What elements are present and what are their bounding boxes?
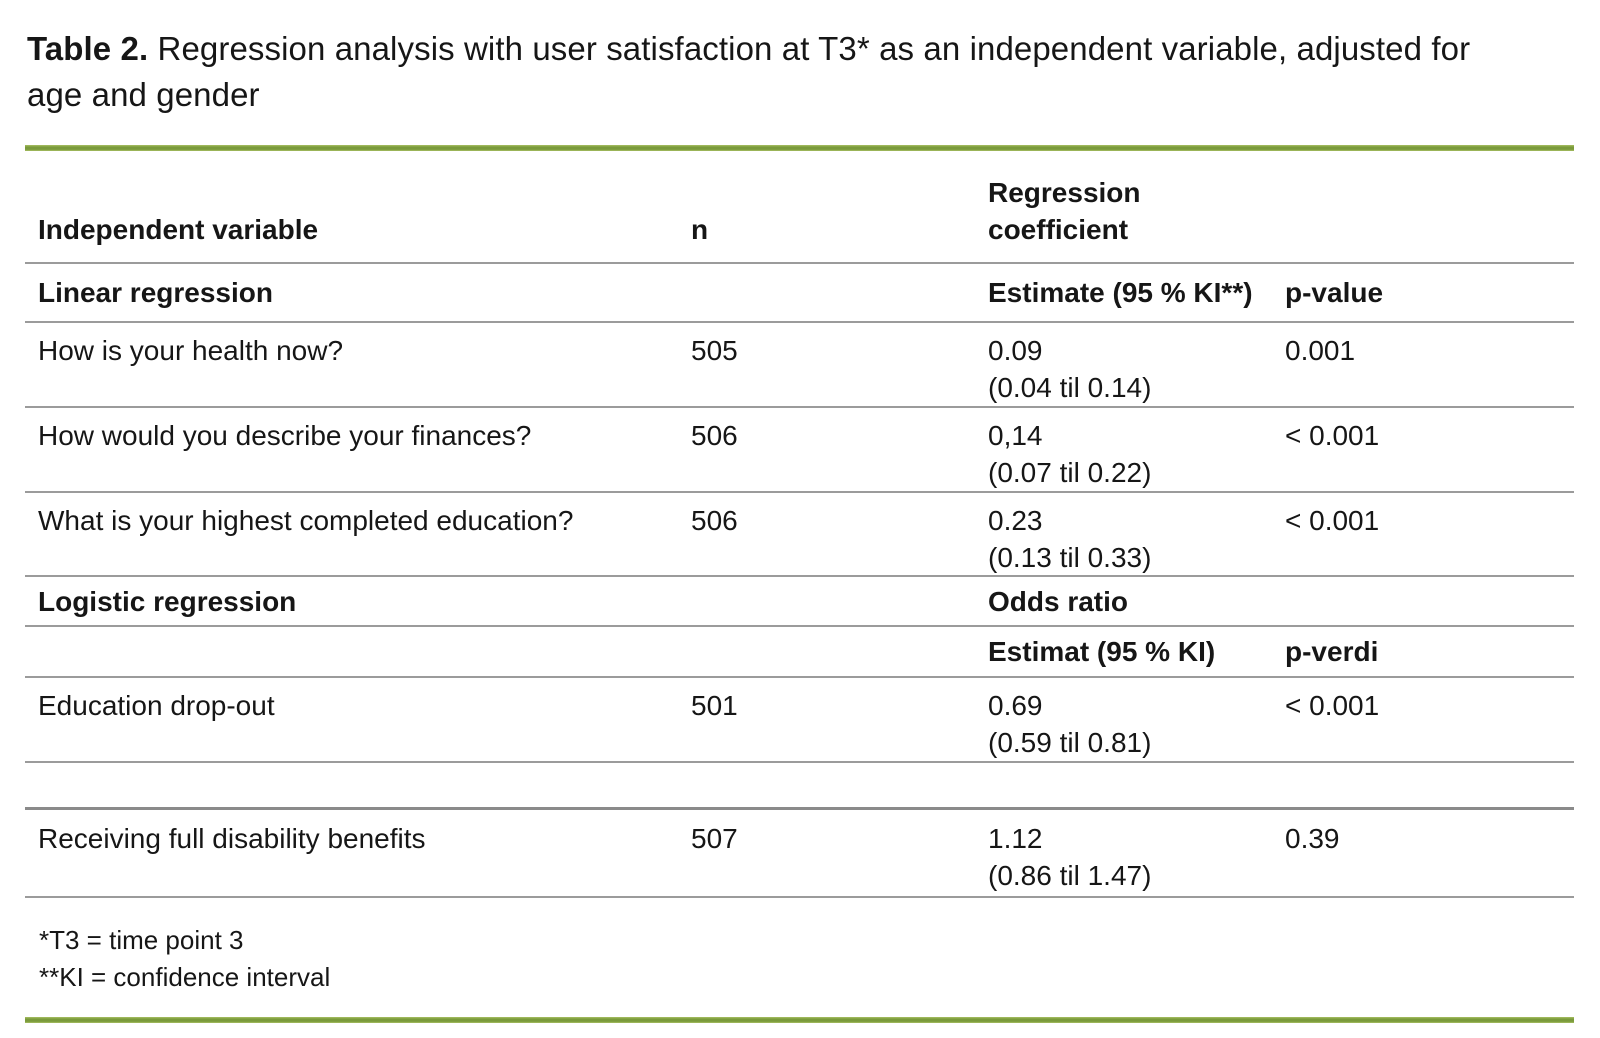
row-label: Education drop-out [38,690,275,721]
row-n: 507 [691,823,738,854]
table-row-dropout: Education drop-out 501 0.69 (0.59 til 0.… [25,678,1574,763]
row-estimate: 1.12 [988,823,1043,854]
top-accent-rule [25,145,1574,151]
section-label: Logistic regression [38,585,297,617]
header-regression-coefficient: Regression coefficient [988,177,1141,245]
table-caption-text: Regression analysis with user satisfacti… [27,30,1471,113]
row-label: How is your health now? [38,335,344,366]
section-row-linear-regression: Linear regression Estimate (95 % KI**) p… [25,264,1574,323]
row-label: Receiving full disability benefits [38,823,426,854]
cell-empty [678,763,975,807]
footnotes: *T3 = time point 3 **KI = confidence int… [25,898,1574,1017]
footnote-ki: **KI = confidence interval [39,962,331,992]
table-row-empty [25,763,1574,810]
subheader-odds-ratio: Odds ratio [988,585,1129,617]
header-independent-variable: Independent variable [38,214,319,245]
row-estimate-cell: 0.23 (0.13 til 0.33) [975,493,1272,576]
table-row-health: How is your health now? 505 0.09 (0.04 t… [25,323,1574,408]
header-spacer [1272,248,1574,262]
table-caption-number: Table 2. [27,30,149,67]
regression-table: Independent variable n Regression coeffi… [25,151,1574,898]
cell-empty [1272,763,1574,807]
row-label: What is your highest completed education… [38,505,574,536]
row-estimate-cell: 0.69 (0.59 til 0.81) [975,678,1272,761]
row-p-value: 0.39 [1285,823,1340,854]
subheader-p-value: p-value [1285,277,1384,308]
row-ci: (0.13 til 0.33) [988,542,1152,573]
row-p-value: < 0.001 [1285,690,1380,721]
row-n: 506 [691,505,738,536]
table-row-finances: How would you describe your finances? 50… [25,408,1574,493]
row-p-value: 0.001 [1285,335,1356,366]
row-ci: (0.86 til 1.47) [988,860,1152,891]
row-p-value: < 0.001 [1285,420,1380,451]
bottom-accent-rule [25,1017,1574,1023]
row-estimate: 0.69 [988,690,1043,721]
row-label: How would you describe your finances? [38,420,532,451]
row-ci: (0.04 til 0.14) [988,372,1152,403]
header-n: n [691,214,709,245]
row-ci: (0.07 til 0.22) [988,457,1152,488]
footnote-t3: *T3 = time point 3 [39,925,244,955]
section-row-logistic-regression: Logistic regression Odds ratio [25,577,1574,627]
logistic-subheader-row: Estimat (95 % KI) p-verdi [25,627,1574,678]
row-estimate-cell: 0.09 (0.04 til 0.14) [975,323,1272,406]
row-n: 505 [691,335,738,366]
cell-empty [25,763,678,807]
row-estimate-cell: 0,14 (0.07 til 0.22) [975,408,1272,491]
subheader-estimate: Estimate (95 % KI**) [988,277,1253,308]
row-n: 506 [691,420,738,451]
subheader-p-verdi: p-verdi [1285,636,1379,667]
cell-empty [975,763,1272,807]
row-estimate-cell: 1.12 (0.86 til 1.47) [975,810,1272,896]
row-ci: (0.59 til 0.81) [988,727,1152,758]
row-n: 501 [691,690,738,721]
row-estimate: 0,14 [988,420,1043,451]
row-p-value: < 0.001 [1285,505,1380,536]
row-estimate: 0.09 [988,335,1043,366]
table-header-row: Independent variable n Regression coeffi… [25,151,1574,264]
row-estimate: 0.23 [988,505,1043,536]
section-label: Linear regression [38,277,273,308]
table-row-education: What is your highest completed education… [25,493,1574,577]
subheader-estimat: Estimat (95 % KI) [988,636,1216,667]
table-row-disability: Receiving full disability benefits 507 1… [25,810,1574,898]
table-caption: Table 2. Regression analysis with user s… [0,0,1480,118]
